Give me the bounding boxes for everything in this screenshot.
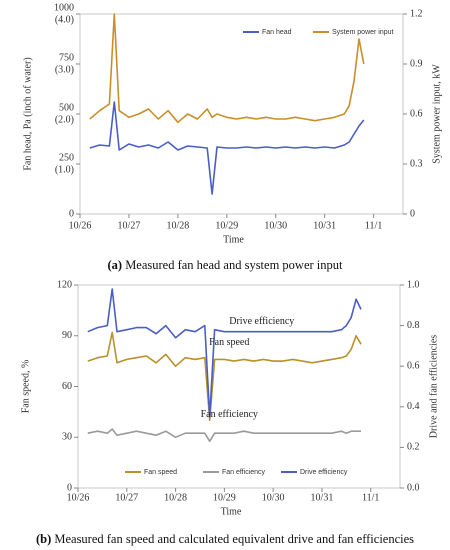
series-line [89,101,365,195]
legend-label: Fan head [262,29,292,36]
y2-tick-label: 1.0 [407,279,420,290]
y-tick-label: 60 [62,381,72,392]
y2-tick-label: 1.2 [410,8,423,19]
series-line [87,331,362,422]
y2-tick-label: 0.2 [407,442,420,453]
x-axis-title: Time [223,234,244,245]
x-tick-label: 10/30 [264,220,287,231]
x-tick-label: 10/26 [67,492,90,503]
y2-tick-label: 0.8 [407,320,420,331]
y-tick-label-secondary: (1.0) [55,164,74,175]
y-tick-label-secondary: (2.0) [55,114,74,125]
series-line [87,288,362,418]
x-tick-label: 10/29 [213,492,236,503]
y-tick-label-secondary: (3.0) [55,64,74,75]
y-tick-label: 90 [62,330,72,341]
caption-label: (b) [36,532,51,546]
legend-label: Fan efficiency [222,469,266,476]
plot-frame [79,13,404,215]
y-tick-label: 750 [59,52,74,63]
caption-text: Measured fan speed and calculated equiva… [54,532,414,546]
y-axis-title: Fan speed, % [20,360,31,414]
annotation: Fan speed [209,337,249,348]
y-tick-label: 0 [67,482,72,493]
y2-tick-label: 0.9 [410,58,423,69]
y-tick-label: 1000 [54,2,74,13]
legend-label: System power input [332,29,394,36]
y2-tick-label: 0.0 [407,482,420,493]
x-tick-label: 10/28 [166,220,189,231]
x-tick-label: 10/31 [313,220,336,231]
y-tick-label: 500 [59,102,74,113]
caption-text: Measured fan head and system power input [125,258,343,272]
legend-label: Fan speed [144,469,177,476]
x-tick-label: 10/30 [262,492,285,503]
x-tick-label: 11/1 [362,492,379,503]
annotation: Fan efficiency [201,409,258,420]
y2-tick-label: 0.4 [407,401,420,412]
x-tick-label: 10/28 [164,492,187,503]
x-tick-label: 10/26 [69,220,92,231]
y-axis-title: Fan head, Pa (inch of water) [22,57,33,170]
y-tick-label: 0 [69,208,74,219]
legend-label: Drive efficiency [300,469,348,476]
y2-axis-title: System power input, kW [431,64,442,164]
annotation: Drive efficiency [229,316,294,327]
y-tick-label: 250 [59,152,74,163]
x-tick-label: 10/27 [115,492,138,503]
x-axis-title: Time [221,506,242,517]
series-line [89,13,365,124]
y2-axis-title: Drive and fan efficiencies [428,335,439,438]
x-tick-label: 10/27 [118,220,141,231]
y2-tick-label: 0.6 [410,108,423,119]
y-tick-label: 30 [62,432,72,443]
x-tick-label: 11/1 [365,220,382,231]
y2-tick-label: 0 [410,208,415,219]
series-line [87,428,361,443]
y2-tick-label: 0.3 [410,158,423,169]
x-tick-label: 10/31 [311,492,334,503]
caption: (b) Measured fan speed and calculated eq… [36,532,414,546]
y2-tick-label: 0.6 [407,360,420,371]
caption: (a) Measured fan head and system power i… [107,258,343,272]
x-tick-label: 10/29 [215,220,238,231]
caption-label: (a) [107,258,122,272]
y-tick-label-secondary: (4.0) [55,14,74,25]
y-tick-label: 120 [57,279,72,290]
